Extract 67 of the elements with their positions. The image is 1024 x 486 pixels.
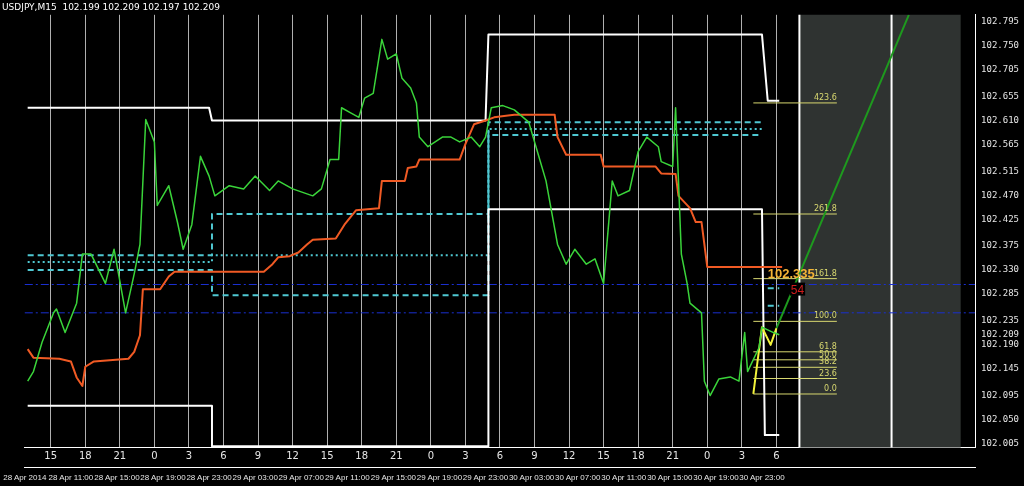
y-tick-label: 102.330 xyxy=(981,264,1020,275)
x-tick-label: 18 xyxy=(355,449,369,461)
x-tick-label: 15 xyxy=(320,449,334,461)
x2-tick-label: 28 Apr 19:00 xyxy=(140,473,187,483)
y-tick-label: 102.375 xyxy=(981,240,1020,251)
y-tick-label: 102.190 xyxy=(981,339,1020,350)
y-tick-label: 102.655 xyxy=(981,90,1020,101)
annotation: 61.8 xyxy=(819,341,837,351)
x-tick-label: 15 xyxy=(597,449,610,461)
annotation: 50.0 xyxy=(819,349,837,359)
x-tick-label: 18 xyxy=(631,449,645,461)
x-tick-label: 12 xyxy=(562,449,576,461)
x-tick-label: 3 xyxy=(462,449,469,461)
y-tick-label: 102.425 xyxy=(981,213,1020,224)
x-tick-label: 6 xyxy=(496,449,504,461)
x-tick-label: 0 xyxy=(151,449,158,461)
y-tick-label: 102.050 xyxy=(981,413,1020,424)
y-tick-label: 102.145 xyxy=(981,363,1020,374)
x2-tick-label: 28 Apr 23:00 xyxy=(186,473,233,483)
x2-tick-label: 30 Apr 19:00 xyxy=(693,473,740,483)
x2-tick-label: 29 Apr 11:00 xyxy=(324,473,371,483)
annotation: 0.0 xyxy=(824,384,837,394)
x-tick-label: 9 xyxy=(531,449,538,461)
y-tick-label: 102.470 xyxy=(981,189,1020,200)
x2-tick-label: 29 Apr 15:00 xyxy=(370,473,417,483)
y-tick-label: 102.235 xyxy=(981,315,1020,326)
x2-tick-label: 29 Apr 03:00 xyxy=(232,473,279,483)
x2-tick-label: 29 Apr 07:00 xyxy=(278,473,325,483)
x-tick-label: 0 xyxy=(427,449,435,461)
x-tick-label: 6 xyxy=(220,449,227,461)
y-tick-label: 102.285 xyxy=(981,288,1020,299)
y-tick-label: 102.795 xyxy=(981,16,1020,27)
y-tick-label: 102.515 xyxy=(981,165,1020,176)
chart-title: USDJPY,M15 102.199 102.209 102.197 102.209 xyxy=(2,1,221,12)
x-tick-label: 12 xyxy=(286,449,299,461)
annotation: 423.6 xyxy=(813,93,837,102)
x-tick-label: 3 xyxy=(185,449,193,461)
x2-tick-label: 30 Apr 07:00 xyxy=(555,473,601,483)
x-tick-label: 21 xyxy=(113,449,127,461)
x2-tick-label: 28 Apr 11:00 xyxy=(48,473,94,483)
x-tick-label: 21 xyxy=(666,449,680,461)
x-tick-label: 18 xyxy=(78,449,92,461)
x-tick-label: 3 xyxy=(738,449,746,461)
y-tick-label: 102.095 xyxy=(981,389,1020,400)
annotation: 100.0 xyxy=(813,311,837,321)
x-tick-label: 6 xyxy=(773,449,780,461)
x2-tick-label: 30 Apr 23:00 xyxy=(739,473,786,483)
y-tick-label: 102.005 xyxy=(981,438,1020,449)
y-tick-label: 102.209 xyxy=(981,329,1020,340)
y-tick-label: 102.610 xyxy=(981,114,1020,125)
annotation: 54 xyxy=(790,282,805,297)
annotation: 38.2 xyxy=(819,357,837,367)
x-tick-label: 21 xyxy=(389,449,403,461)
y-tick-label: 102.705 xyxy=(981,64,1020,75)
x2-tick-label: 30 Apr 15:00 xyxy=(647,473,694,483)
annotation: 23.6 xyxy=(819,368,837,378)
y-tick-label: 102.565 xyxy=(981,138,1020,149)
x2-tick-label: 30 Apr 03:00 xyxy=(508,473,555,483)
x2-tick-label: 28 Apr 15:00 xyxy=(94,473,141,483)
x2-tick-label: 29 Apr 19:00 xyxy=(416,473,463,483)
x-tick-label: 9 xyxy=(254,449,262,461)
x-tick-label: 0 xyxy=(704,449,711,461)
x2-tick-label: 30 Apr 11:00 xyxy=(601,473,647,483)
x-tick-label: 15 xyxy=(44,449,58,461)
x2-tick-label: 29 Apr 23:00 xyxy=(462,473,509,483)
y-tick-label: 102.750 xyxy=(981,40,1020,51)
x2-tick-label: 28 Apr 2014 xyxy=(3,473,47,483)
